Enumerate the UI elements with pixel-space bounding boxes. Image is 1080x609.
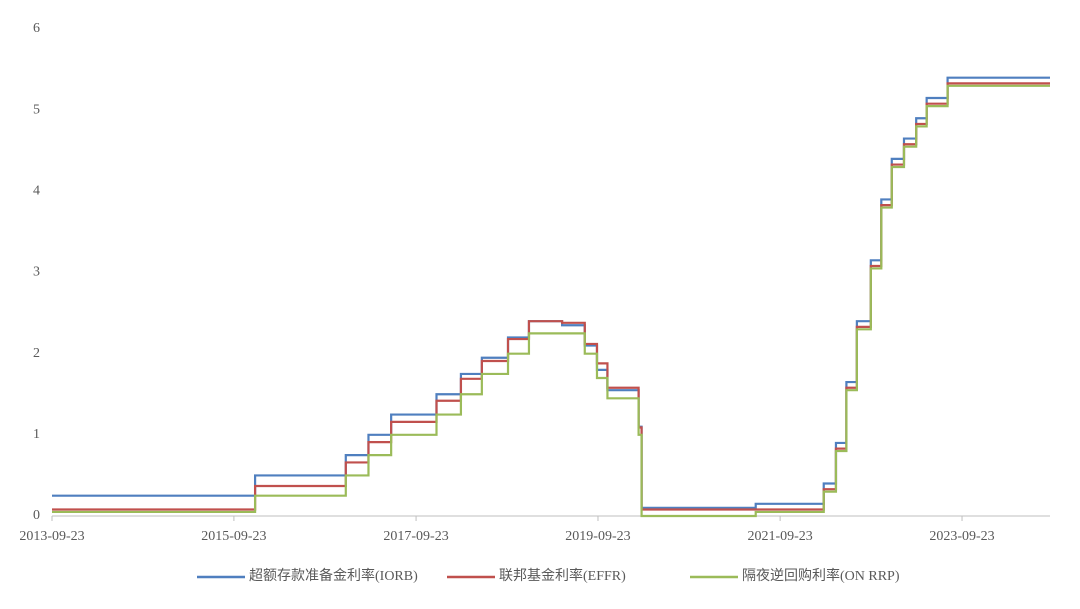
y-tick-label: 2 <box>33 346 40 361</box>
y-tick-label: 5 <box>33 102 40 117</box>
x-tick-label: 2015-09-23 <box>201 529 266 544</box>
series-line <box>52 82 1050 511</box>
y-tick-label: 3 <box>33 265 40 280</box>
series-line <box>52 84 1050 518</box>
y-tick-label: 6 <box>33 21 40 36</box>
legend-label: 隔夜逆回购利率(ON RRP) <box>742 567 900 584</box>
y-tick-label: 4 <box>33 184 40 199</box>
x-tick-label: 2021-09-23 <box>747 529 812 544</box>
x-tick-label: 2023-09-23 <box>929 529 994 544</box>
legend-label: 联邦基金利率(EFFR) <box>499 567 626 584</box>
y-tick-label: 1 <box>33 427 40 442</box>
series-line <box>52 76 1050 509</box>
legend-label: 超额存款准备金利率(IORB) <box>249 567 418 584</box>
y-tick-label: 0 <box>33 508 40 523</box>
x-tick-label: 2013-09-23 <box>19 529 84 544</box>
x-tick-label: 2017-09-23 <box>383 529 448 544</box>
x-tick-label: 2019-09-23 <box>565 529 630 544</box>
